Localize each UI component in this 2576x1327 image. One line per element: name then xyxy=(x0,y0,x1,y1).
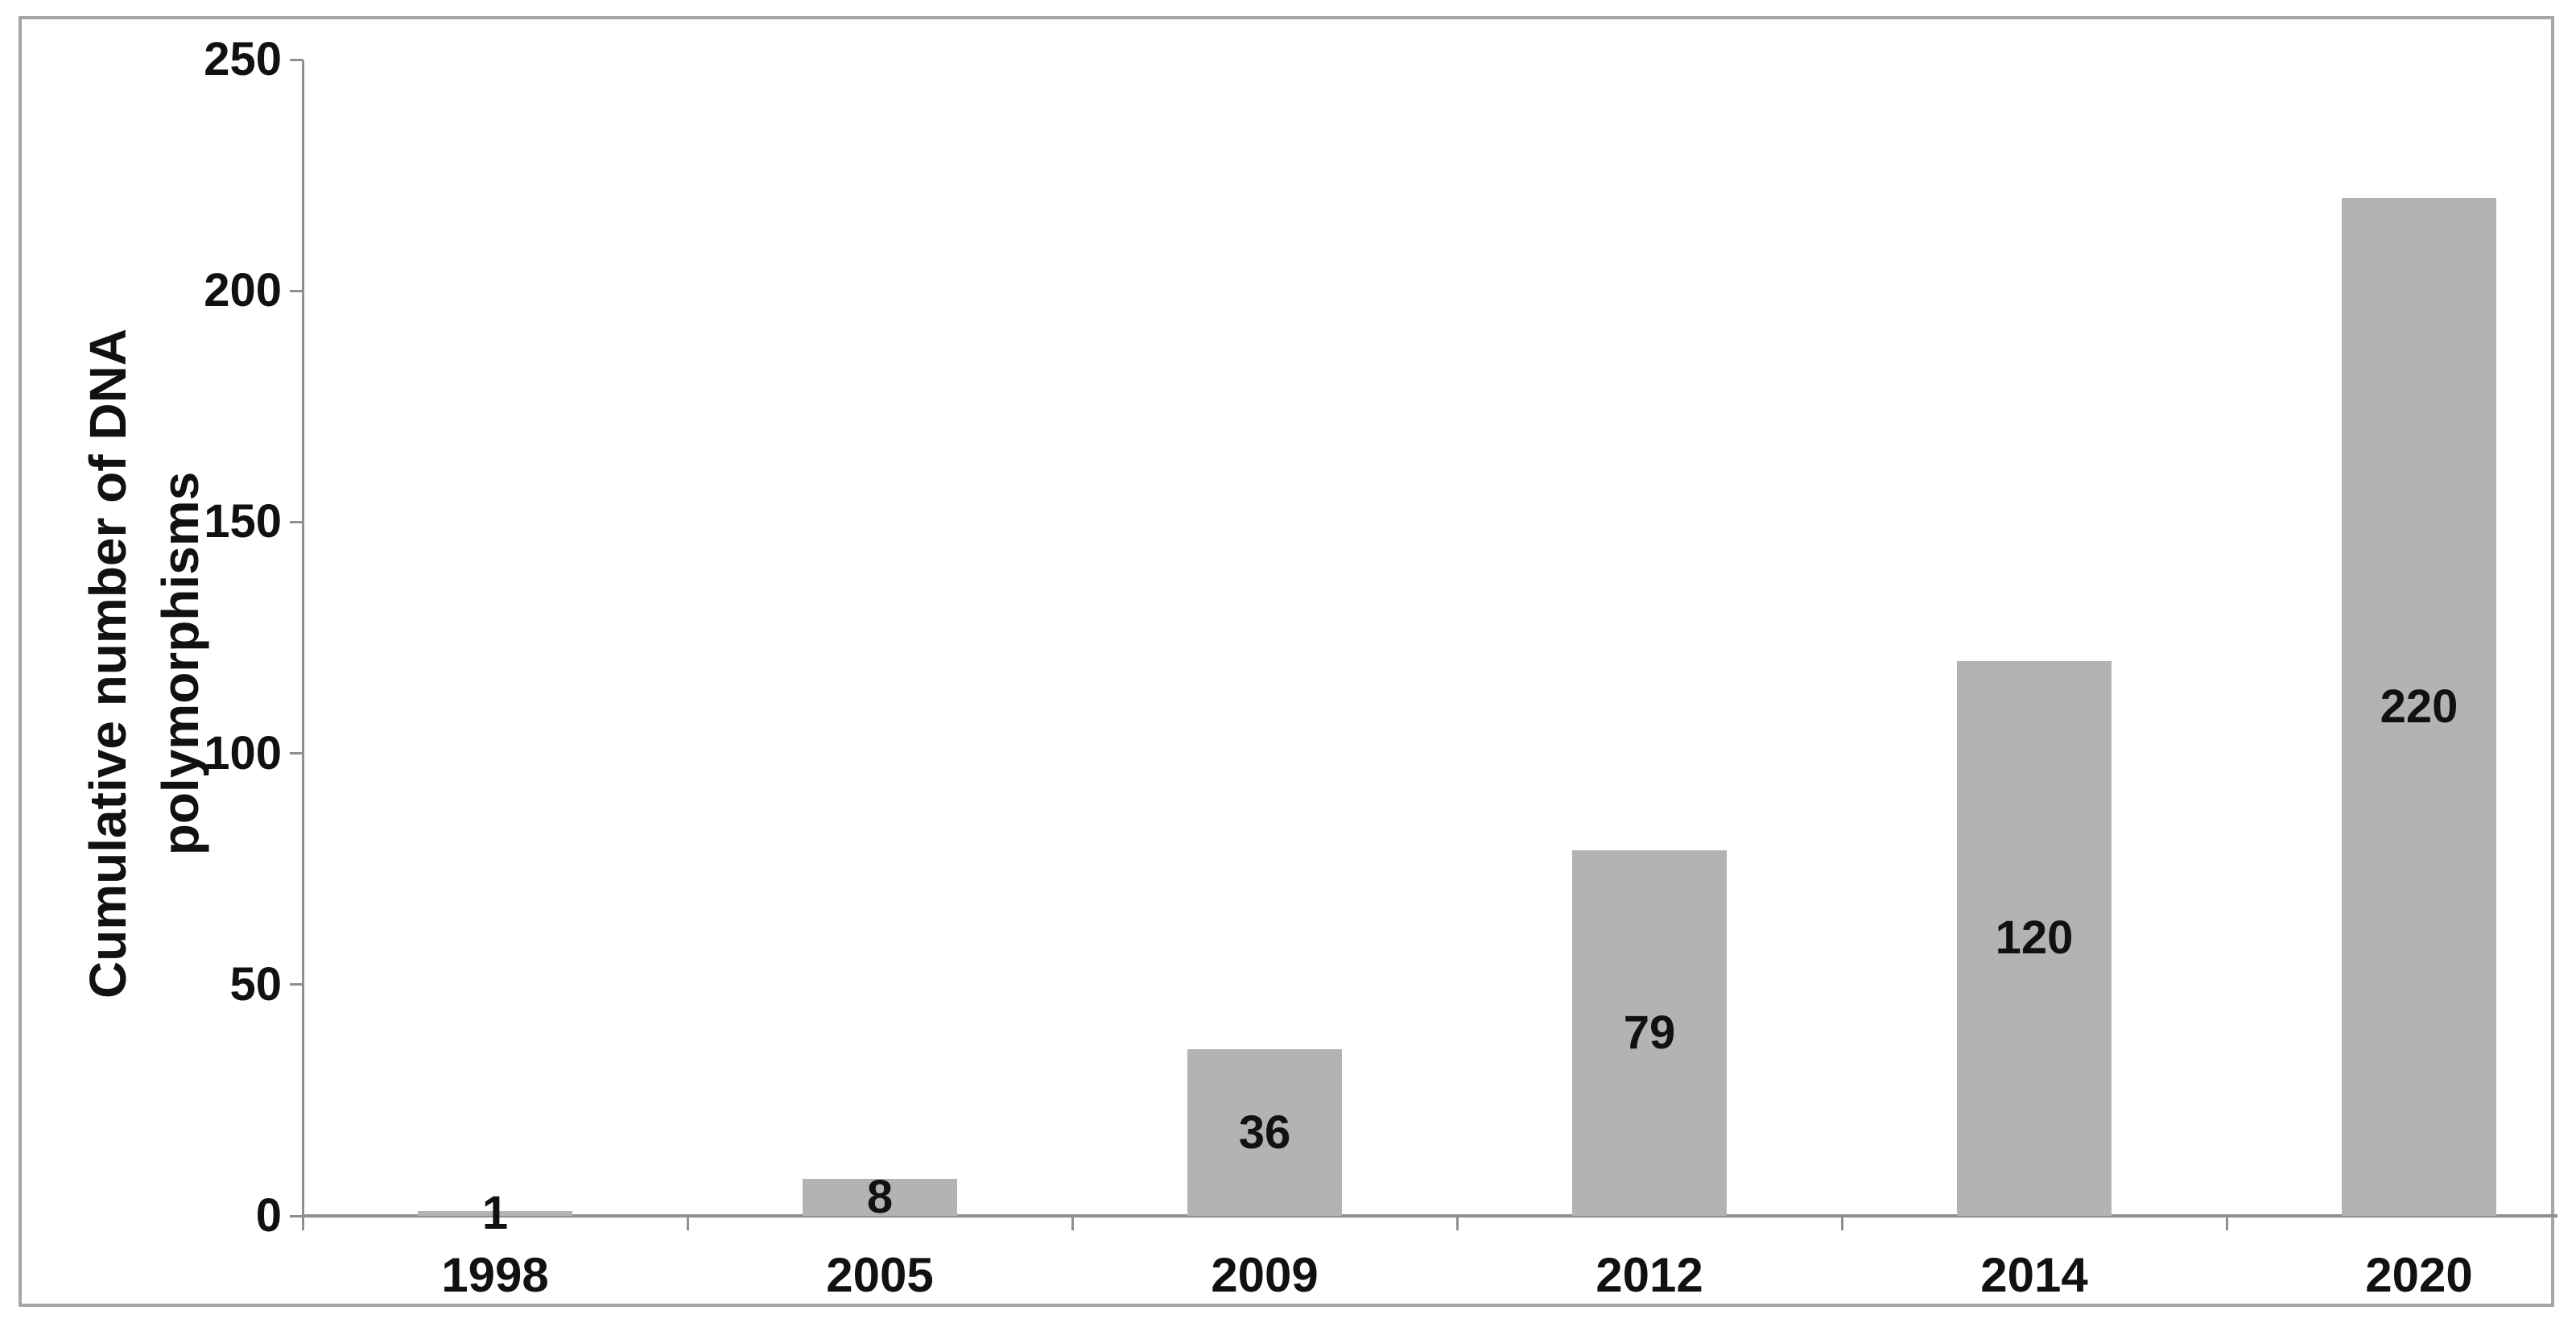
y-tick-label: 250 xyxy=(204,33,282,85)
plot-area: 0 50 100 150 200 250 1 1998 8 2005 36 2009 79 2012 120… xyxy=(22,19,2557,1304)
y-axis-tick xyxy=(290,752,303,755)
bar-value-label: 79 xyxy=(1623,1007,1676,1060)
bar-value-label: 1 xyxy=(481,1187,509,1240)
y-tick-label: 200 xyxy=(204,264,282,317)
chart-figure: Cumulative number of DNA polymorphisms 0… xyxy=(19,16,2557,1307)
bar xyxy=(1572,850,1727,1216)
y-tick-label: 50 xyxy=(229,957,282,1011)
x-tick-label: 2005 xyxy=(826,1248,934,1302)
y-axis-tick xyxy=(290,289,303,292)
bar xyxy=(418,1211,572,1216)
x-axis-tick xyxy=(2225,1216,2228,1230)
x-tick-label: 2009 xyxy=(1211,1248,1319,1302)
x-tick-label: 2020 xyxy=(2365,1248,2473,1302)
y-tick-label: 100 xyxy=(204,726,282,779)
bar-value-label: 120 xyxy=(1995,912,2074,965)
x-axis-line xyxy=(303,1214,2557,1217)
bar xyxy=(803,1179,957,1216)
y-axis-tick xyxy=(290,983,303,986)
x-axis-tick xyxy=(686,1216,689,1230)
x-axis-tick xyxy=(1840,1216,1843,1230)
x-tick-label: 1998 xyxy=(441,1248,549,1302)
x-axis-tick xyxy=(1455,1216,1459,1230)
bar xyxy=(2342,198,2496,1216)
y-tick-label: 0 xyxy=(255,1189,282,1242)
bar-value-label: 8 xyxy=(866,1171,894,1224)
bar xyxy=(1187,1049,1342,1216)
y-axis-line xyxy=(301,60,304,1230)
bar-value-label: 36 xyxy=(1238,1106,1291,1159)
y-axis-tick xyxy=(290,58,303,61)
x-tick-label: 2014 xyxy=(1980,1248,2088,1302)
bar-value-label: 220 xyxy=(2380,680,2458,734)
x-axis-tick xyxy=(1071,1216,1074,1230)
y-tick-label: 150 xyxy=(204,495,282,548)
bar xyxy=(1957,660,2112,1216)
y-axis-tick xyxy=(290,520,303,523)
y-axis-tick xyxy=(290,1214,303,1217)
x-tick-label: 2012 xyxy=(1596,1248,1703,1302)
